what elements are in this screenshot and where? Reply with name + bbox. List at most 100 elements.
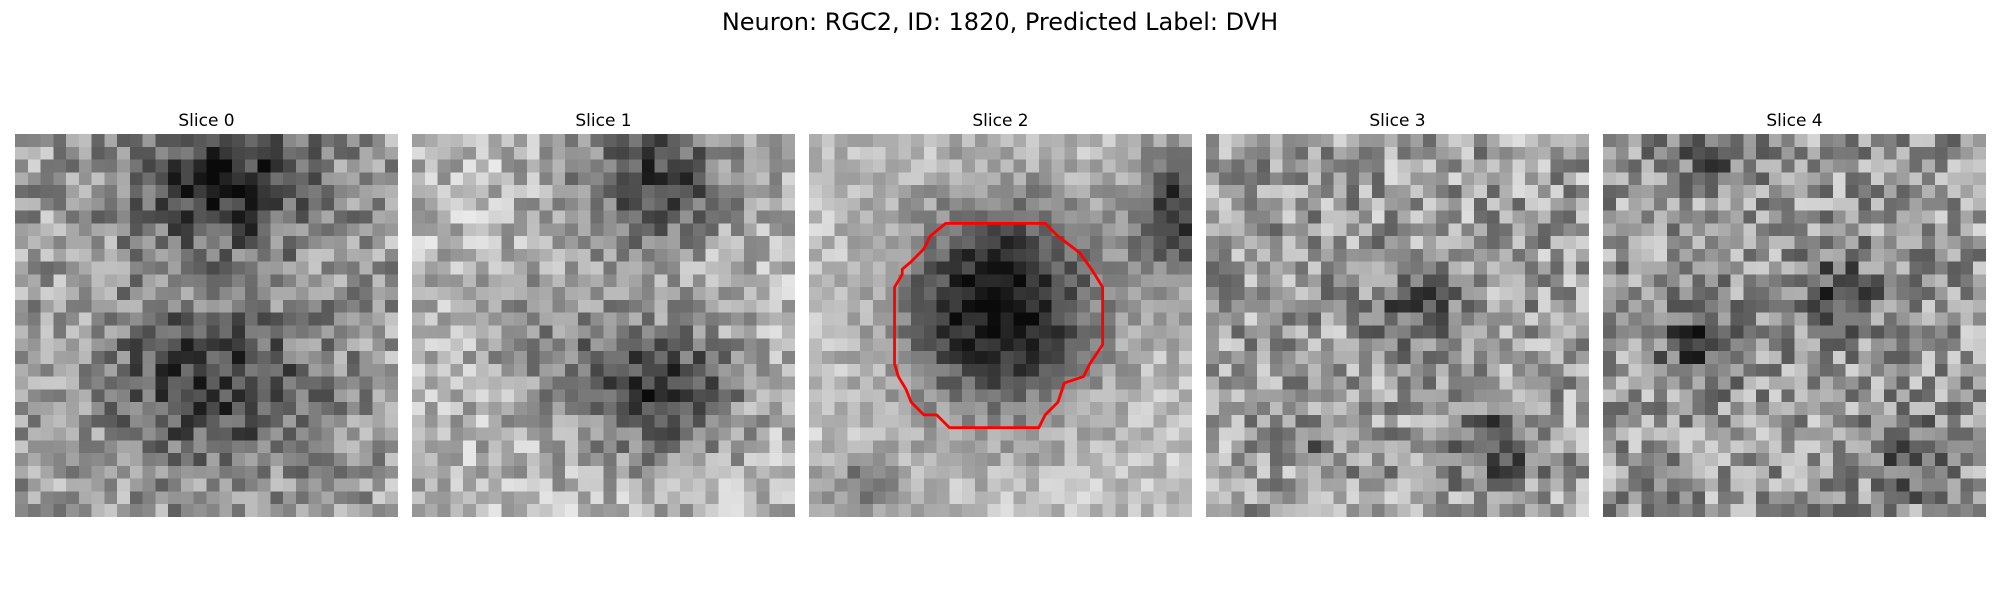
pixel [501,274,515,288]
pixel [1832,248,1846,262]
pixel [437,185,451,199]
pixel [308,197,322,211]
pixel [1781,453,1795,467]
pixel [1883,402,1897,416]
pixel [295,389,309,403]
pixel [40,185,54,199]
pixel [450,389,464,403]
pixel [424,453,438,467]
pixel [1115,465,1129,479]
pixel [232,134,246,148]
pixel [475,185,489,199]
pixel [962,402,976,416]
pixel [718,414,732,428]
pixel [1000,299,1014,313]
pixel [1512,402,1526,416]
pixel [1576,185,1589,199]
pixel [117,414,131,428]
pixel [308,274,322,288]
pixel [232,312,246,326]
pixel [1858,236,1872,250]
pixel [1486,146,1500,160]
pixel [1641,312,1655,326]
pixel [412,389,426,403]
pixel [1563,376,1577,390]
pixel [1206,134,1220,148]
pixel [1244,453,1258,467]
pixel [1641,248,1655,262]
pixel [885,504,899,517]
pixel [514,312,528,326]
pixel [1026,453,1040,467]
pixel [1794,465,1808,479]
pixel [66,159,80,173]
pixel [1435,363,1449,377]
pixel [1000,248,1014,262]
pixel [1257,197,1271,211]
pixel [1615,134,1629,148]
pixel [424,172,438,186]
pixel [1641,363,1655,377]
pixel [155,312,169,326]
pixel [66,325,80,339]
pixel [987,491,1001,505]
pixel [923,261,937,275]
pixel [1641,325,1655,339]
pixel [552,172,566,186]
pixel [872,210,886,224]
pixel [1705,351,1719,365]
pixel [1166,363,1180,377]
pixel [1474,478,1488,492]
pixel [346,491,360,505]
pixel [731,185,745,199]
pixel [1692,248,1706,262]
pixel [743,351,757,365]
pixel [1077,274,1091,288]
pixel [501,236,515,250]
pixel [1947,134,1961,148]
pixel [641,210,655,224]
pixel [1461,248,1475,262]
pixel [1705,414,1719,428]
pixel [359,248,373,262]
pixel [180,465,194,479]
pixel [66,389,80,403]
pixel [155,389,169,403]
pixel [923,363,937,377]
pixel [1807,210,1821,224]
pixel [1576,389,1589,403]
pixel [1166,338,1180,352]
pixel [1832,478,1846,492]
pixel [1641,197,1655,211]
pixel [629,236,643,250]
pixel [577,504,591,517]
pixel [552,299,566,313]
pixel [641,351,655,365]
pixel [424,389,438,403]
pixel [743,210,757,224]
pixel [1410,223,1424,237]
pixel [1448,491,1462,505]
pixel [53,453,67,467]
pixel [1153,363,1167,377]
pixel [66,453,80,467]
pixel [1781,299,1795,313]
slice-title: Slice 4 [1766,111,1823,131]
pixel [1448,172,1462,186]
pixel [1756,299,1770,313]
pixel [437,146,451,160]
pixel [244,299,258,313]
pixel [1423,159,1437,173]
pixel [1269,134,1283,148]
pixel [1692,504,1706,517]
pixel [1717,261,1731,275]
pixel [1628,236,1642,250]
pixel [1423,261,1437,275]
pixel [142,478,156,492]
pixel [1102,146,1116,160]
pixel [1397,274,1411,288]
pixel [437,248,451,262]
pixel [501,210,515,224]
pixel [1231,427,1245,441]
pixel [155,172,169,186]
